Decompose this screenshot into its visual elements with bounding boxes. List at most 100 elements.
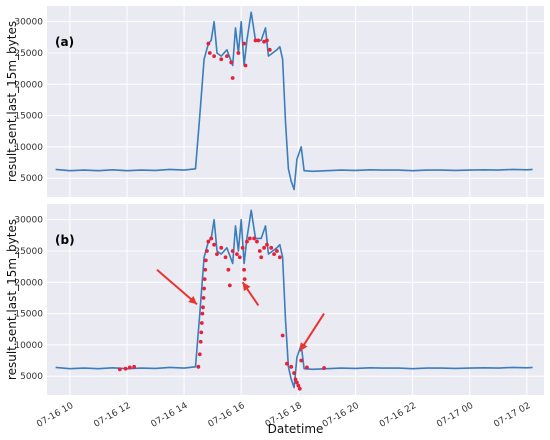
x-tick-label: 07-16 10 [35,401,75,430]
plot-area [47,204,544,395]
anomaly-point [265,38,269,43]
y-tick-label: 30000 [14,216,43,226]
anomaly-point [252,236,256,241]
x-tick-label: 07-16 14 [150,401,190,430]
anomaly-point [267,47,272,52]
anomaly-point [199,330,204,335]
anomaly-point [242,267,246,272]
annotation-arrows [156,268,325,352]
y-tick-label: 5000 [20,372,43,382]
anomaly-point [242,41,246,46]
anomaly-point [206,41,211,46]
anomaly-point [285,361,289,366]
anomaly-point [219,57,224,62]
anomaly-point [275,249,279,253]
anomaly-point [206,239,211,244]
anomaly-point [219,245,224,250]
anomaly-point [280,333,285,338]
anomaly-point [289,364,294,369]
anomaly-point [277,255,282,260]
anomaly-point [262,39,266,44]
y-tick-label: 15000 [14,112,43,122]
anomaly-point [132,364,137,369]
x-tick-label: 07-17 02 [492,401,532,430]
anomaly-point [212,54,216,58]
x-tick-label: 07-16 22 [378,401,418,430]
annotation-arrowhead [242,282,251,292]
anomaly-point [203,267,208,272]
anomaly-point [127,365,132,370]
anomaly-point [196,364,201,369]
anomaly-point [247,236,252,241]
anomaly-point [257,249,262,253]
plot-area [47,6,544,197]
anomaly-point [235,252,239,256]
panel-b: 5000 10000 15000 20000 25000 30000 (b) result.s… [5,204,544,436]
anomaly-point [197,352,202,357]
x-tick-label: 07-16 16 [207,401,247,430]
anomaly-point [198,339,203,344]
anomaly-point [245,239,249,244]
anomaly-point [295,380,299,385]
anomaly-point [256,38,261,43]
anomaly-point [305,365,309,370]
anomaly-point [255,239,259,244]
y-tick-label: 25000 [14,247,43,257]
anomaly-point [296,383,301,388]
series-line [55,209,533,389]
y-tick-label: 25000 [14,49,43,59]
panel-label: (b) [55,233,75,247]
anomaly-point [212,242,216,247]
y-axis-title: result.sent.last_15m_bytes [5,219,19,380]
anomaly-point [265,242,269,247]
y-tick-label: 20000 [14,278,43,288]
y-tick-label: 30000 [14,18,43,28]
anomaly-point [205,249,209,253]
x-tick-label: 07-16 20 [321,401,361,430]
annotation-arrowhead [299,342,308,352]
anomaly-point [202,277,207,282]
y-tick-label: 5000 [20,174,43,184]
anomaly-point [253,38,258,43]
annotation-arrowhead [188,295,197,305]
anomaly-point [236,51,241,55]
anomaly-point [123,366,128,371]
anomaly-point [230,249,235,253]
anomaly-point [269,245,274,250]
anomaly-point [243,63,248,68]
y-tick-label: 10000 [14,341,43,351]
anomaly-point [240,245,245,250]
anomaly-point [237,255,242,260]
anomaly-point [230,76,235,80]
annotation-arrow [156,268,198,305]
anomaly-point [259,255,264,260]
anomaly-point [297,386,302,391]
anomaly-point [242,277,247,282]
anomaly-point [272,252,276,256]
anomaly-point [262,245,266,250]
anomaly-point [117,367,122,372]
anomaly-point [201,305,205,310]
x-axis-title: Datetime [268,422,324,436]
anomaly-point [229,60,234,65]
x-tick-label: 07-17 00 [435,401,475,430]
y-axis-title: result.sent.last_15m_bytes [5,21,19,182]
anomaly-point [299,358,304,363]
anomaly-point [202,286,206,291]
panel-label: (a) [55,35,74,49]
y-tick-label: 15000 [14,310,43,320]
anomaly-point [223,255,228,260]
anomaly-point [215,252,219,256]
anomaly-point [227,283,232,288]
anomaly-point [226,267,231,272]
anomaly-point [200,311,205,316]
anomaly-point [209,236,214,241]
y-tick-label: 20000 [14,80,43,90]
anomaly-point [322,366,326,370]
anomaly-point [293,377,298,382]
anomaly-point [292,371,296,375]
x-tick-label: 07-16 12 [92,401,132,430]
anomaly-point [225,54,229,58]
anomaly-point [201,296,206,300]
